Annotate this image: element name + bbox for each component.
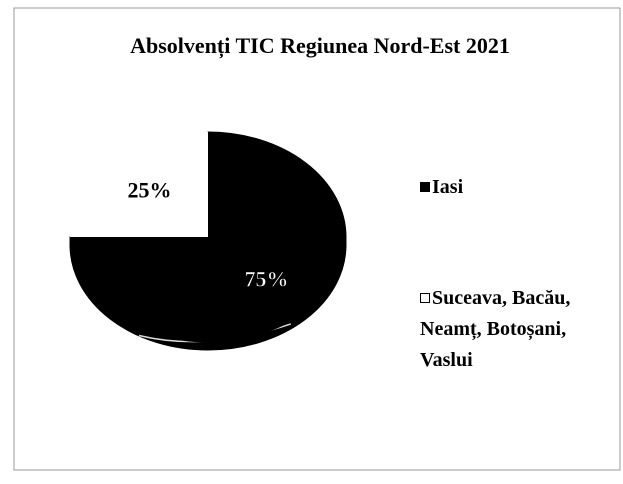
data-label: 75% [245, 267, 289, 292]
pie-slice [70, 132, 208, 237]
legend-label: Suceava, Bacău, Neamț, Botoșani, Vaslui [420, 287, 571, 371]
legend-entry: Suceava, Bacău, Neamț, Botoșani, Vaslui [420, 283, 610, 376]
legend-entry: Iasi [420, 172, 610, 203]
pie-slice [69, 131, 347, 343]
legend-swatch [420, 182, 430, 192]
data-label: 25% [127, 177, 171, 202]
legend-label: Iasi [432, 176, 464, 198]
chart-title: Absolvenți TIC Regiunea Nord-Est 2021 [130, 33, 510, 59]
legend-swatch [420, 293, 430, 303]
